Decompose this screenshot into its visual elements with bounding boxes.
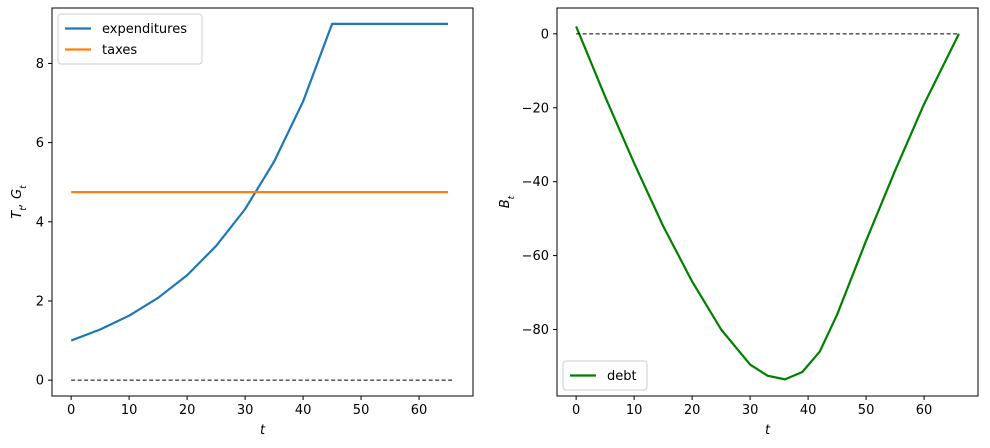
x-tick-label: 20 <box>179 403 196 418</box>
x-tick-label: 50 <box>353 403 370 418</box>
x-tick-label: 30 <box>742 403 759 418</box>
chart-taxes-expenditures: 0 10 20 30 40 50 60 0 2 4 6 8 t Tt, Gt expenditures tax… <box>10 7 474 438</box>
x-tick-label: 10 <box>626 403 643 418</box>
y-tick-label: 8 <box>36 57 44 72</box>
y-axis-label: Bt <box>498 195 517 208</box>
series-line-debt <box>575 26 960 381</box>
legend: debt <box>562 360 648 391</box>
legend-label-expenditures: expenditures <box>102 22 187 37</box>
y-tick-label: 2 <box>36 294 44 309</box>
x-tick-label: 20 <box>684 403 701 418</box>
legend-label-debt: debt <box>607 369 637 384</box>
x-tick-label: 60 <box>411 403 428 418</box>
x-tick-label: 0 <box>572 403 580 418</box>
x-tick-label: 60 <box>916 403 933 418</box>
y-tick-label: 0 <box>541 27 549 42</box>
y-tick-label: 0 <box>36 374 44 389</box>
y-tick-label: −80 <box>522 323 549 338</box>
x-tick-label: 40 <box>800 403 817 418</box>
y-tick-label: −40 <box>522 175 549 190</box>
y-tick-label: 4 <box>36 215 44 230</box>
series-line-expenditures <box>70 22 449 342</box>
chart-debt: 0 10 20 30 40 50 60 0 −20 −40 −60 −80 t Bt debt <box>498 7 979 438</box>
legend-box <box>57 13 203 65</box>
y-tick-label: −60 <box>522 249 549 264</box>
legend-label-taxes: taxes <box>102 43 137 58</box>
axes-frame <box>556 7 979 397</box>
y-axis-label: Tt, Gt <box>10 185 29 219</box>
x-axis-label: t <box>765 423 771 438</box>
axes-frame <box>51 7 474 397</box>
x-tick-label: 50 <box>858 403 875 418</box>
x-tick-label: 10 <box>121 403 138 418</box>
y-tick-label: 6 <box>36 136 44 151</box>
legend: expenditures taxes <box>57 13 203 65</box>
legend-box <box>562 360 648 391</box>
y-tick-label: −20 <box>522 101 549 116</box>
x-tick-label: 40 <box>295 403 312 418</box>
x-axis-label: t <box>260 423 266 438</box>
x-tick-label: 30 <box>237 403 254 418</box>
x-tick-label: 0 <box>67 403 75 418</box>
